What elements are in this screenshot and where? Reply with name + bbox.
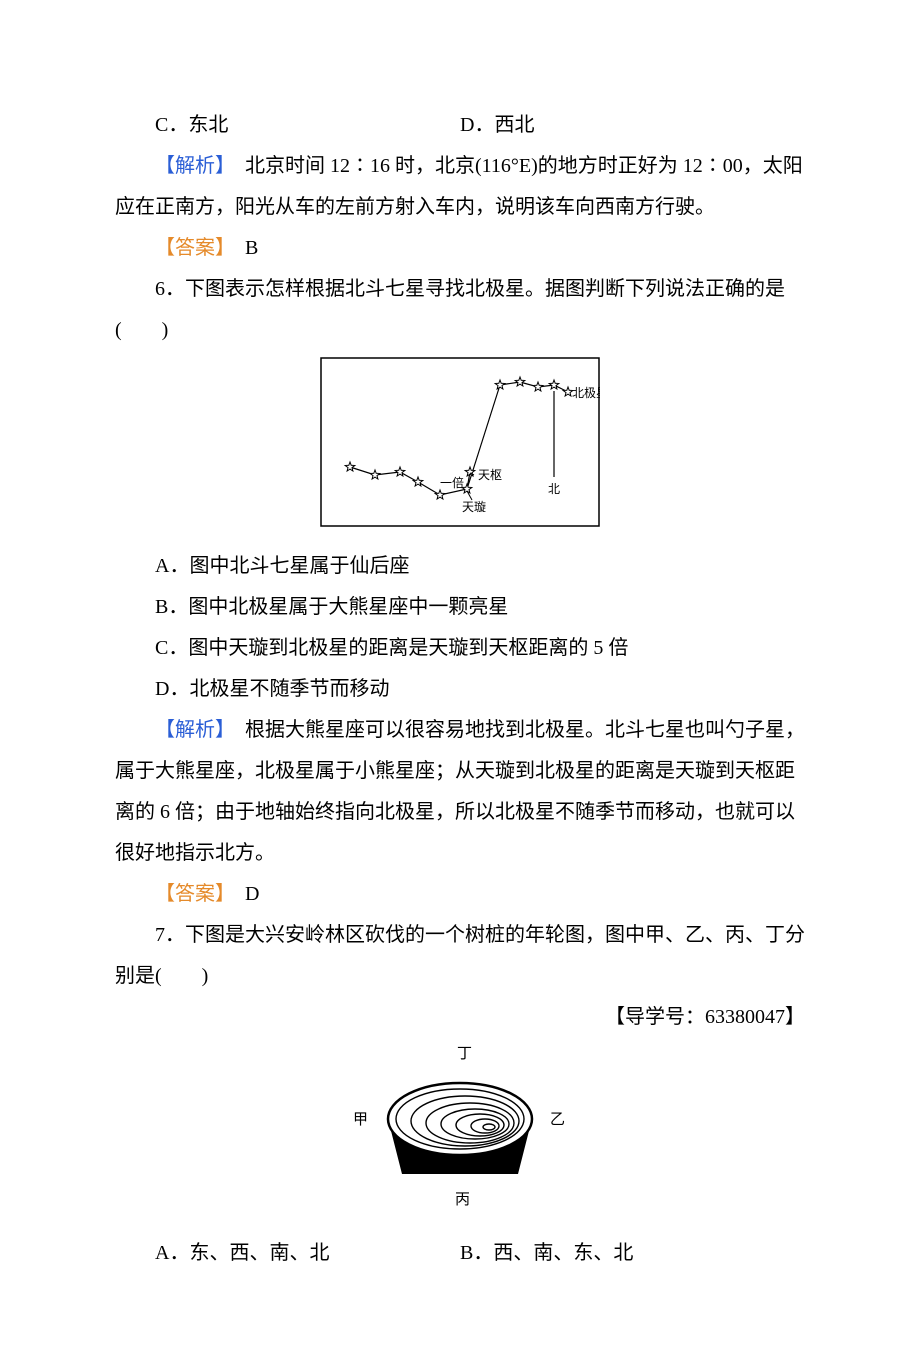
- q6-option-c: C．图中天璇到北极星的距离是天璇到天枢距离的 5 倍: [115, 628, 805, 669]
- q5-option-c: C．东北: [115, 105, 460, 146]
- analysis-label: 【解析】: [155, 155, 225, 177]
- svg-text:甲: 甲: [353, 1112, 368, 1128]
- q7-stem-line1: 7．下图是大兴安岭林区砍伐的一个树桩的年轮图，图中甲、乙、丙、丁分: [115, 915, 805, 956]
- q6-figure: 北极星北 天枢天璇 一倍: [115, 357, 805, 542]
- q6-option-b: B．图中北极星属于大熊星座中一颗亮星: [115, 587, 805, 628]
- answer-label: 【答案】: [155, 237, 225, 259]
- q5-options-cd: C．东北 D．西北: [115, 105, 805, 146]
- q6-answer-value: D: [225, 883, 259, 905]
- svg-text:乙: 乙: [550, 1112, 565, 1128]
- svg-text:一倍: 一倍: [440, 475, 464, 490]
- svg-text:丙: 丙: [455, 1192, 470, 1208]
- q6-option-d: D．北极星不随季节而移动: [115, 669, 805, 710]
- q5-option-d: D．西北: [460, 105, 805, 146]
- q5-answer: 【答案】 B: [115, 228, 805, 269]
- q7-tree-ring: 丁甲 乙丙: [345, 1044, 575, 1214]
- q7-option-b: B．西、南、东、北: [460, 1233, 805, 1274]
- svg-text:北: 北: [548, 482, 560, 496]
- analysis-label: 【解析】: [155, 719, 225, 741]
- page: C．东北 D．西北 【解析】 北京时间 12∶16 时，北京(116°E)的地方…: [0, 0, 920, 1354]
- q7-guide-number: 【导学号：63380047】: [115, 997, 805, 1038]
- q5-analysis: 【解析】 北京时间 12∶16 时，北京(116°E)的地方时正好为 12∶00…: [115, 146, 805, 228]
- q6-stem-line1: 6．下图表示怎样根据北斗七星寻找北极星。据图判断下列说法正确的是: [115, 269, 805, 310]
- q6-analysis: 【解析】 根据大熊星座可以很容易地找到北极星。北斗七星也叫勺子星，属于大熊星座，…: [115, 710, 805, 874]
- q7-figure: 丁甲 乙丙: [115, 1044, 805, 1229]
- answer-label: 【答案】: [155, 883, 225, 905]
- q7-options-ab: A．东、西、南、北 B．西、南、东、北: [115, 1233, 805, 1274]
- q6-star-chart: 北极星北 天枢天璇 一倍: [320, 357, 600, 527]
- svg-text:丁: 丁: [457, 1046, 472, 1062]
- svg-text:天璇: 天璇: [462, 499, 486, 514]
- q7-option-a: A．东、西、南、北: [115, 1233, 460, 1274]
- q7-stem-line2: 别是( ): [115, 956, 805, 997]
- svg-text:北极星: 北极星: [572, 386, 600, 400]
- q6-option-a: A．图中北斗七星属于仙后座: [115, 546, 805, 587]
- q5-answer-value: B: [225, 237, 258, 259]
- svg-text:天枢: 天枢: [478, 467, 502, 482]
- q6-stem-line2: ( ): [115, 310, 805, 351]
- q6-answer: 【答案】 D: [115, 874, 805, 915]
